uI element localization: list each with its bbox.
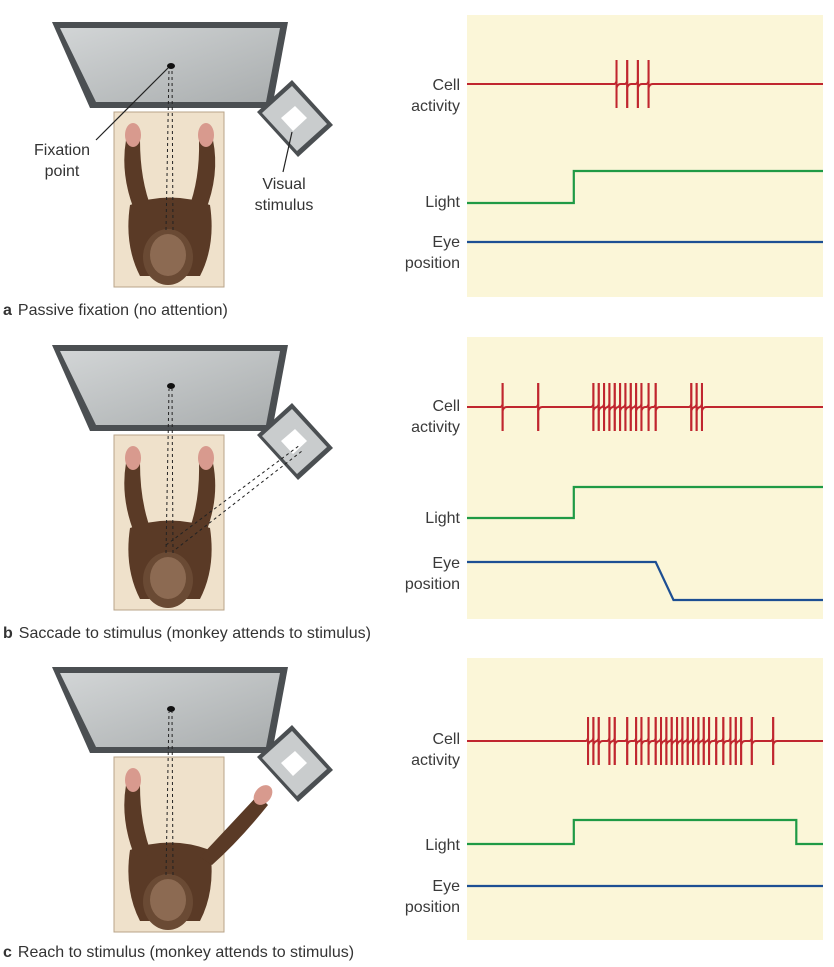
- visual-stimulus: [281, 429, 307, 454]
- monkey-crown: [150, 879, 186, 921]
- traces-c: [467, 717, 823, 888]
- cell-activity-label: Cell activity: [411, 77, 460, 115]
- recording-plot-a: [467, 15, 823, 297]
- gaze-line-left: [165, 68, 170, 231]
- cell-activity-trace: [467, 717, 823, 765]
- monkey-scene-a: [52, 22, 333, 288]
- panel-caption: b Saccade to stimulus (monkey attends to …: [3, 625, 371, 643]
- traces-a: [467, 60, 823, 244]
- cell-activity-label: Cell activity: [411, 398, 460, 436]
- light-trace: [467, 818, 823, 846]
- panel-caption: c Reach to stimulus (monkey attends to st…: [3, 944, 354, 962]
- panel-caption: a Passive fixation (no attention): [3, 302, 228, 320]
- light-label: Light: [425, 837, 460, 854]
- light-label: Light: [425, 194, 460, 211]
- right-arm: [188, 140, 216, 212]
- cell-activity-label: Cell activity: [411, 731, 460, 769]
- traces-b: [467, 383, 823, 602]
- monkey-scene-b: [52, 345, 333, 611]
- monkey-scene-c: [52, 667, 333, 933]
- panel-caption-text: Passive fixation (no attention): [17, 302, 228, 319]
- light-trace: [467, 485, 823, 520]
- right-hand: [198, 446, 214, 470]
- visual-stimulus: [281, 106, 307, 131]
- panel-caption-text: Saccade to stimulus (monkey attends to s…: [18, 625, 371, 642]
- panel-c: Cell activity Light Eye position c Reach …: [0, 645, 834, 967]
- eye-position-label: Eye position: [404, 234, 460, 272]
- fixation-point: [167, 706, 175, 712]
- cell-activity-trace: [467, 60, 823, 108]
- gaze-to-stimulus-lower: [175, 450, 303, 550]
- panel-letter: b: [3, 625, 13, 642]
- fixation-point-pointer: [95, 67, 169, 141]
- left-arm: [124, 140, 152, 212]
- gaze-to-stimulus-upper: [165, 444, 301, 546]
- recording-plot-b: [467, 337, 823, 619]
- recording-plot-c: [467, 658, 823, 940]
- eye-position-trace: [467, 560, 823, 602]
- right-arm: [188, 463, 216, 535]
- fixation-point: [167, 63, 175, 69]
- left-arm: [124, 463, 152, 535]
- gaze-line-right: [171, 68, 174, 231]
- visual-stimulus-label: Visual stimulus: [254, 176, 314, 214]
- fixation-point: [167, 383, 175, 389]
- right-hand: [253, 785, 273, 805]
- left-hand: [125, 446, 141, 470]
- monkey-crown: [150, 557, 186, 599]
- left-arm: [124, 785, 152, 857]
- right-hand: [198, 123, 214, 147]
- eye-position-label: Eye position: [404, 878, 460, 916]
- panel-a: Fixation point Visual stimulus Cell acti…: [0, 0, 834, 322]
- panel-b: Cell activity Light Eye position b Saccad…: [0, 323, 834, 645]
- panel-letter: a: [3, 302, 12, 319]
- cell-activity-trace: [467, 383, 823, 431]
- left-hand: [125, 768, 141, 792]
- light-trace: [467, 169, 823, 205]
- eye-position-label: Eye position: [404, 555, 460, 593]
- monkey-crown: [150, 234, 186, 276]
- panel-caption-text: Reach to stimulus (monkey attends to sti…: [17, 944, 355, 961]
- visual-stimulus: [281, 751, 307, 776]
- fixation-point-label: Fixation point: [33, 142, 91, 180]
- right-arm-reaching: [200, 795, 268, 865]
- visual-stimulus-pointer: [282, 131, 293, 173]
- left-hand: [125, 123, 141, 147]
- light-label: Light: [425, 510, 460, 527]
- panel-letter: c: [3, 944, 12, 961]
